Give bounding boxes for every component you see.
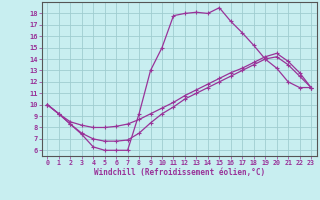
X-axis label: Windchill (Refroidissement éolien,°C): Windchill (Refroidissement éolien,°C) [94, 168, 265, 177]
